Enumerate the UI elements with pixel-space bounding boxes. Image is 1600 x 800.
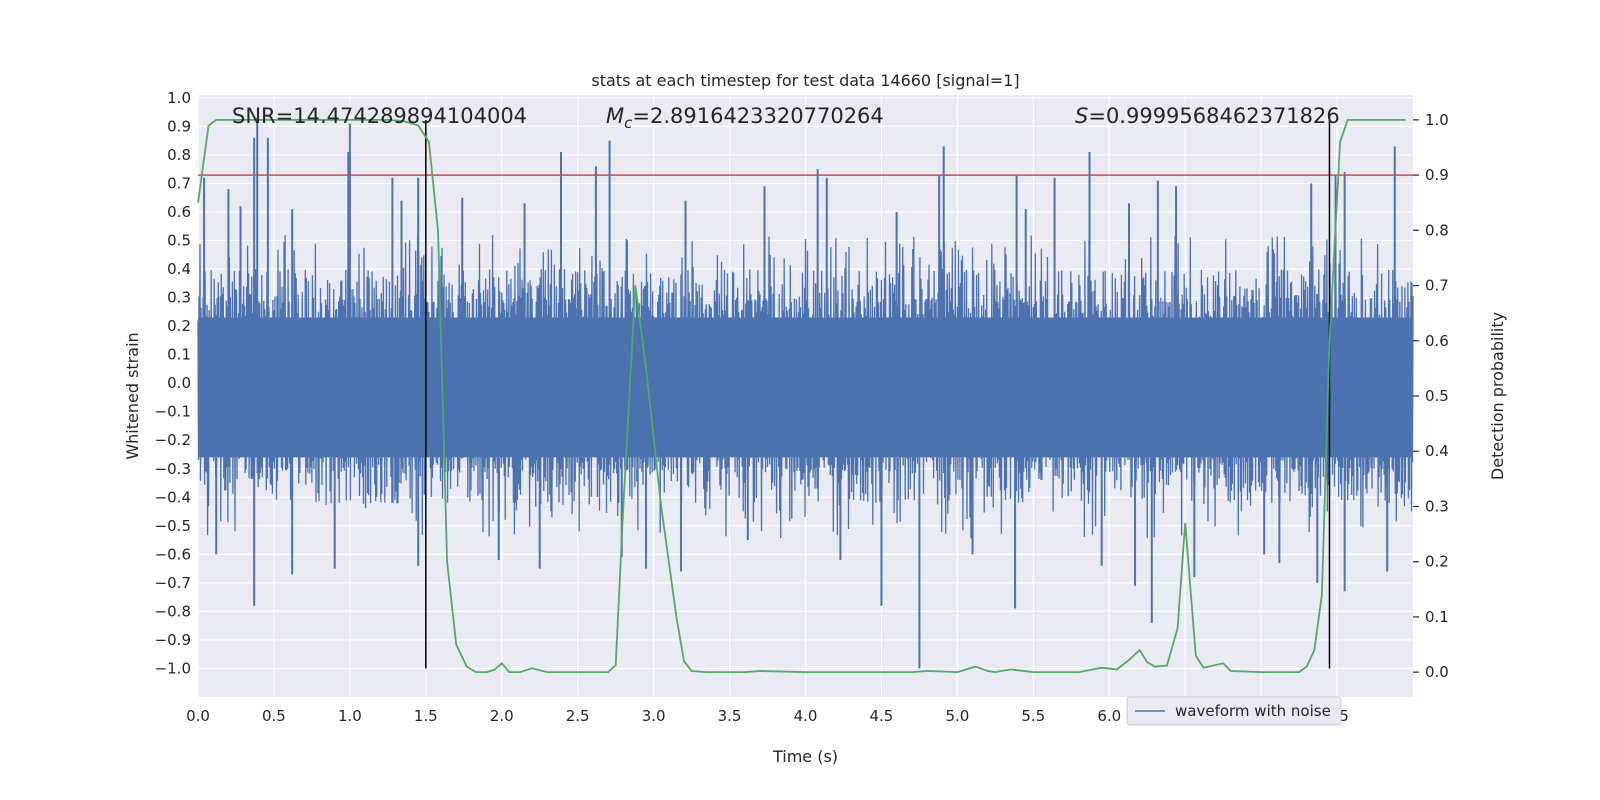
y-tick-label: −0.1 [155,403,191,421]
y-tick-label: 0.9 [167,117,191,135]
snr-annotation: SNR=14.474289894104004 [232,104,527,128]
waveform-series [197,117,1414,669]
x-tick-label: 0.0 [186,707,210,725]
x-tick-label: 3.5 [718,707,742,725]
x-tick-label: 5.5 [1021,707,1045,725]
chirp-mass-symbol: M [606,104,624,128]
score-symbol: S [1075,104,1088,128]
legend-entry-waveform: waveform with noise [1175,702,1331,720]
y-tick-label: −0.2 [155,431,191,449]
x-tick-label: 6.0 [1097,707,1121,725]
y2-axis-label: Detection probability [1488,312,1507,480]
y-tick-label: 0.3 [167,289,191,307]
x-tick-label: 4.5 [870,707,894,725]
y-tick-label: 0.5 [167,232,191,250]
waveform-line [197,235,1414,539]
y-tick-label: −0.9 [155,631,191,649]
chirp-mass-subscript: c [624,114,633,132]
y-tick-label: 0.7 [167,174,191,192]
y-tick-label: −0.6 [155,545,191,563]
x-tick-label: 1.0 [338,707,362,725]
score-value: =0.9999568462371826 [1088,104,1339,128]
y-tick-label: 0.2 [167,317,191,335]
y-tick-label: −0.4 [155,488,191,506]
y2-tick-label: 0.5 [1425,387,1449,405]
y2-tick-label: 0.8 [1425,221,1449,239]
x-tick-label: 4.0 [794,707,818,725]
y-tick-label: 0.6 [167,203,191,221]
x-tick-label: 2.0 [490,707,514,725]
y2-tick-label: 0.3 [1425,497,1449,515]
y-axis-label: Whitened strain [123,332,142,459]
y-tick-label: 1.0 [167,89,191,107]
y-tick-label: −0.7 [155,574,191,592]
y2-tick-label: 0.6 [1425,332,1449,350]
chirp-mass-annotation: Mc=2.8916423320770264 [606,104,884,132]
y2-tick-label: 0.4 [1425,442,1449,460]
x-tick-label: 5.0 [945,707,969,725]
y-tick-label: 0.1 [167,346,191,364]
chirp-mass-value: =2.8916423320770264 [632,104,883,128]
score-annotation: S=0.9999568462371826 [1075,104,1340,128]
axis-ticks: 0.00.51.01.52.02.53.03.54.04.55.05.56.06… [155,89,1449,725]
x-axis-label: Time (s) [772,747,838,766]
y-tick-label: 0.0 [167,374,191,392]
y-tick-label: −0.5 [155,517,191,535]
y2-tick-label: 1.0 [1425,111,1449,129]
y2-tick-label: 0.1 [1425,608,1449,626]
y-tick-label: −0.3 [155,460,191,478]
y-tick-label: 0.8 [167,146,191,164]
y-tick-label: 0.4 [167,260,191,278]
y2-tick-label: 0.7 [1425,277,1449,295]
x-tick-label: 3.0 [642,707,666,725]
x-tick-label: 1.5 [414,707,438,725]
y2-tick-label: 0.9 [1425,166,1449,184]
y-tick-label: −1.0 [155,659,191,677]
legend-box [1126,696,1342,726]
x-tick-label: 0.5 [262,707,286,725]
detection-probability-line [197,119,1406,674]
detection-probability-series [197,119,1406,674]
waveform-core [198,317,1413,458]
chart-title: stats at each timestep for test data 146… [591,71,1019,90]
y-tick-label: −0.8 [155,602,191,620]
y2-tick-label: 0.0 [1425,663,1449,681]
legend: waveform with noise [1126,696,1342,726]
overlay-lines [198,119,1413,669]
y2-tick-label: 0.2 [1425,553,1449,571]
x-tick-label: 2.5 [566,707,590,725]
